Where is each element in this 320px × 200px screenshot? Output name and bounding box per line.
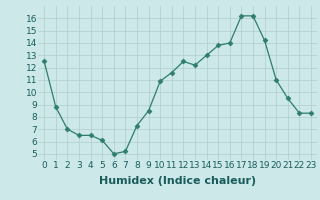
X-axis label: Humidex (Indice chaleur): Humidex (Indice chaleur) — [99, 176, 256, 186]
